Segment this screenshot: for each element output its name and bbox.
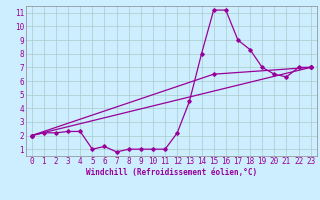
X-axis label: Windchill (Refroidissement éolien,°C): Windchill (Refroidissement éolien,°C)	[86, 168, 257, 177]
